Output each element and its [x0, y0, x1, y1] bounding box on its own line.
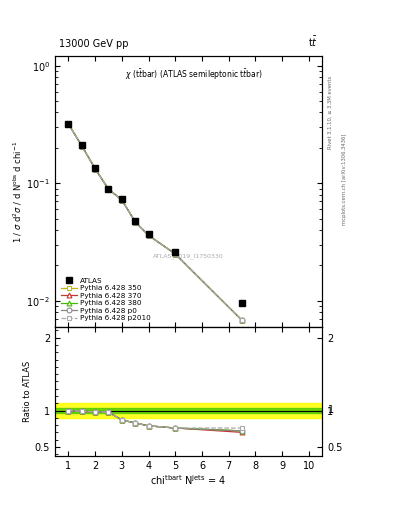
Pythia 6.428 p2010 [240, 317, 244, 324]
Pythia 6.428 350 [66, 121, 71, 127]
Pythia 6.428 380 [106, 186, 111, 192]
Y-axis label: Ratio to ATLAS: Ratio to ATLAS [23, 360, 32, 422]
Pythia 6.428 p0 [106, 186, 111, 192]
Pythia 6.428 380 [93, 165, 97, 172]
Pythia 6.428 370 [133, 219, 138, 225]
Pythia 6.428 350 [119, 197, 124, 203]
Line: Pythia 6.428 p2010: Pythia 6.428 p2010 [66, 121, 244, 323]
ATLAS [240, 301, 244, 307]
Pythia 6.428 p2010 [173, 251, 178, 257]
Pythia 6.428 p2010 [79, 143, 84, 149]
Y-axis label: 1 / $\sigma$ d$^2\sigma$ / d N$^{\mathregular{obs}}$ d chi$^{-1}$: 1 / $\sigma$ d$^2\sigma$ / d N$^{\mathre… [11, 140, 24, 243]
Bar [55, 408, 322, 413]
Pythia 6.428 380 [240, 317, 244, 324]
Text: ATLAS_2019_I1750330: ATLAS_2019_I1750330 [153, 253, 224, 259]
Line: Pythia 6.428 380: Pythia 6.428 380 [66, 121, 244, 323]
X-axis label: chi$^{\mathregular{tbar{t}}}$ N$^{\mathregular{jets}}$ = 4: chi$^{\mathregular{tbar{t}}}$ N$^{\mathr… [151, 473, 227, 487]
Pythia 6.428 370 [119, 197, 124, 203]
Pythia 6.428 p0 [79, 143, 84, 149]
Pythia 6.428 350 [146, 232, 151, 239]
Pythia 6.428 p0 [66, 121, 71, 127]
Line: Pythia 6.428 p0: Pythia 6.428 p0 [66, 121, 244, 323]
Bar [55, 403, 322, 418]
Text: 13000 GeV pp: 13000 GeV pp [59, 38, 129, 49]
Pythia 6.428 350 [93, 165, 97, 172]
Line: ATLAS: ATLAS [65, 121, 245, 307]
Pythia 6.428 380 [173, 251, 178, 257]
Pythia 6.428 p2010 [119, 197, 124, 203]
Text: mcplots.cern.ch [arXiv:1306.3436]: mcplots.cern.ch [arXiv:1306.3436] [342, 134, 347, 225]
Pythia 6.428 p2010 [106, 186, 111, 192]
Pythia 6.428 380 [119, 197, 124, 203]
Pythia 6.428 350 [133, 219, 138, 225]
Pythia 6.428 380 [79, 143, 84, 149]
Pythia 6.428 p0 [146, 232, 151, 239]
Legend: ATLAS, Pythia 6.428 350, Pythia 6.428 370, Pythia 6.428 380, Pythia 6.428 p0, Py: ATLAS, Pythia 6.428 350, Pythia 6.428 37… [59, 275, 152, 323]
Pythia 6.428 p0 [240, 317, 244, 324]
Pythia 6.428 p2010 [93, 165, 97, 172]
ATLAS [66, 121, 71, 127]
Pythia 6.428 p0 [119, 197, 124, 203]
Pythia 6.428 370 [106, 186, 111, 192]
Pythia 6.428 350 [79, 143, 84, 149]
ATLAS [79, 142, 84, 148]
Line: Pythia 6.428 370: Pythia 6.428 370 [66, 121, 244, 323]
Pythia 6.428 370 [79, 143, 84, 149]
Pythia 6.428 370 [146, 232, 151, 239]
ATLAS [173, 249, 178, 255]
Pythia 6.428 p2010 [133, 219, 138, 225]
Pythia 6.428 370 [173, 251, 178, 257]
Line: Pythia 6.428 350: Pythia 6.428 350 [66, 121, 244, 323]
Pythia 6.428 380 [66, 121, 71, 127]
Pythia 6.428 380 [146, 232, 151, 239]
Pythia 6.428 p0 [173, 251, 178, 257]
Pythia 6.428 370 [240, 317, 244, 324]
Pythia 6.428 p0 [93, 165, 97, 172]
ATLAS [133, 218, 138, 224]
Text: t$\bar{t}$: t$\bar{t}$ [309, 35, 318, 49]
ATLAS [119, 196, 124, 202]
Text: $\chi$ (t$\bar{t}$bar) (ATLAS semileptonic t$\bar{t}$bar): $\chi$ (t$\bar{t}$bar) (ATLAS semilepton… [125, 67, 263, 82]
Pythia 6.428 350 [240, 317, 244, 324]
Text: Rivet 3.1.10, ≥ 3.3M events: Rivet 3.1.10, ≥ 3.3M events [328, 76, 333, 150]
Text: 1: 1 [328, 404, 334, 415]
Pythia 6.428 p2010 [66, 121, 71, 127]
Pythia 6.428 370 [66, 121, 71, 127]
Pythia 6.428 370 [93, 165, 97, 172]
ATLAS [93, 165, 97, 171]
Pythia 6.428 380 [133, 219, 138, 225]
Pythia 6.428 350 [106, 186, 111, 192]
Pythia 6.428 p2010 [146, 232, 151, 239]
Pythia 6.428 p0 [133, 219, 138, 225]
ATLAS [146, 231, 151, 237]
Pythia 6.428 350 [173, 251, 178, 257]
ATLAS [106, 185, 111, 191]
